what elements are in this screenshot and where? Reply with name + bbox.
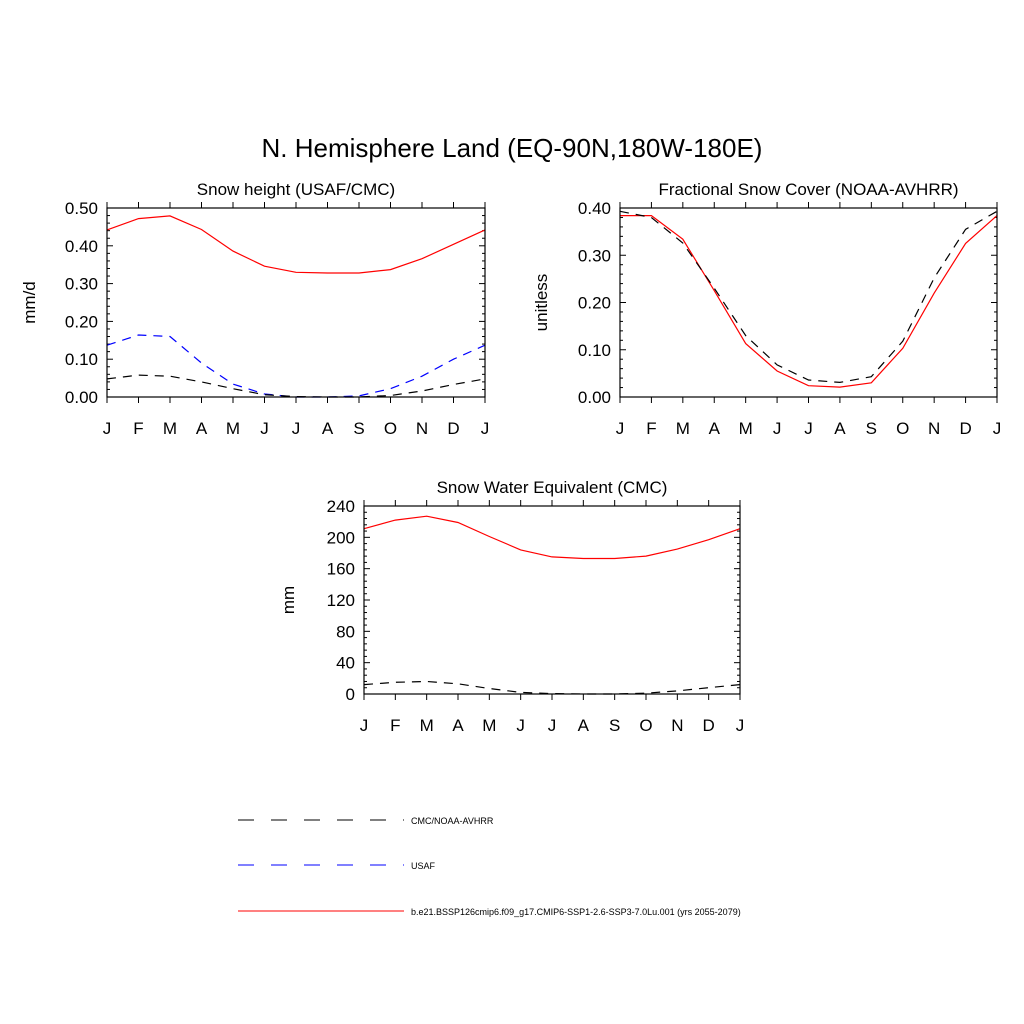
x-tick-label: J bbox=[548, 716, 557, 735]
y-tick-label: 80 bbox=[336, 622, 355, 641]
x-tick-label: J bbox=[993, 419, 1002, 438]
legend-label: b.e21.BSSP126cmip6.f09_g17.CMIP6-SSP1-2.… bbox=[411, 907, 741, 917]
chart-title: Fractional Snow Cover (NOAA-AVHRR) bbox=[658, 180, 958, 199]
x-tick-label: A bbox=[578, 716, 590, 735]
x-tick-label: F bbox=[133, 419, 143, 438]
chart-panel-3: Snow Water Equivalent (CMC) mm 0 40 80 120 160… bbox=[279, 478, 744, 735]
x-tick-label: A bbox=[196, 419, 208, 438]
x-tick-label: A bbox=[322, 419, 334, 438]
series-line-usaf bbox=[106, 334, 486, 398]
y-tick-label: 0.20 bbox=[578, 294, 611, 313]
series-line-model bbox=[620, 215, 998, 388]
y-tick-label: 0.20 bbox=[65, 312, 98, 331]
x-tick-label: J bbox=[616, 419, 625, 438]
y-tick-label: 160 bbox=[327, 560, 355, 579]
x-tick-label: M bbox=[676, 419, 690, 438]
x-tick-label: F bbox=[390, 716, 400, 735]
y-tick-label: 0.40 bbox=[65, 237, 98, 256]
x-tick-label: J bbox=[103, 419, 112, 438]
y-tick-label: 0.00 bbox=[65, 388, 98, 407]
y-tick-label: 0 bbox=[346, 685, 355, 704]
x-tick-label: D bbox=[703, 716, 715, 735]
x-tick-label: S bbox=[866, 419, 877, 438]
x-tick-label: S bbox=[353, 419, 364, 438]
x-tick-label: J bbox=[292, 419, 301, 438]
y-tick-label: 0.10 bbox=[578, 341, 611, 360]
y-tick-label: 0.40 bbox=[578, 199, 611, 218]
x-tick-label: J bbox=[736, 716, 745, 735]
x-tick-label: A bbox=[709, 419, 721, 438]
x-tick-label: M bbox=[163, 419, 177, 438]
x-tick-label: O bbox=[639, 716, 652, 735]
y-tick-label: 200 bbox=[327, 528, 355, 547]
x-tick-label: D bbox=[959, 419, 971, 438]
x-tick-label: J bbox=[481, 419, 490, 438]
series-line-model bbox=[106, 215, 486, 274]
legend: CMC/NOAA-AVHRR USAF b.e21.BSSP126cmip6.f09… bbox=[238, 816, 741, 917]
x-tick-label: F bbox=[646, 419, 656, 438]
x-tick-label: J bbox=[516, 716, 525, 735]
y-tick-label: 0.50 bbox=[65, 199, 98, 218]
series-line-obs bbox=[363, 680, 741, 695]
y-tick-label: 240 bbox=[327, 497, 355, 516]
series-line-obs bbox=[106, 374, 486, 398]
y-tick-label: 0.30 bbox=[65, 275, 98, 294]
figure-title: N. Hemisphere Land (EQ-90N,180W-180E) bbox=[262, 133, 763, 163]
x-tick-label: J bbox=[360, 716, 369, 735]
x-tick-label: A bbox=[452, 716, 464, 735]
y-axis-label: mm bbox=[279, 586, 298, 614]
x-tick-label: J bbox=[804, 419, 813, 438]
x-tick-label: M bbox=[226, 419, 240, 438]
y-tick-label: 0.30 bbox=[578, 246, 611, 265]
x-tick-label: O bbox=[896, 419, 909, 438]
chart-panel-1: Snow height (USAF/CMC) mm/d 0.00 0.10 0.20 0.… bbox=[20, 180, 489, 438]
legend-label: USAF bbox=[411, 861, 436, 871]
legend-label: CMC/NOAA-AVHRR bbox=[411, 816, 494, 826]
plot-frame bbox=[619, 207, 998, 398]
series-line-obs bbox=[619, 210, 998, 384]
x-tick-label: O bbox=[384, 419, 397, 438]
y-tick-label: 0.10 bbox=[65, 350, 98, 369]
x-tick-label: S bbox=[609, 716, 620, 735]
x-tick-label: A bbox=[834, 419, 846, 438]
x-tick-label: J bbox=[260, 419, 269, 438]
y-tick-label: 120 bbox=[327, 591, 355, 610]
x-tick-label: N bbox=[416, 419, 428, 438]
x-tick-label: J bbox=[773, 419, 782, 438]
x-tick-label: M bbox=[420, 716, 434, 735]
chart-panels: Snow height (USAF/CMC) mm/d 0.00 0.10 0.20 0.… bbox=[20, 180, 1001, 735]
y-tick-label: 0.00 bbox=[578, 388, 611, 407]
plot-frame bbox=[106, 207, 486, 398]
y-axis-label: mm/d bbox=[20, 281, 39, 324]
series-line-model bbox=[363, 515, 741, 560]
x-tick-label: N bbox=[671, 716, 683, 735]
x-tick-label: D bbox=[447, 419, 459, 438]
chart-title: Snow Water Equivalent (CMC) bbox=[437, 478, 668, 497]
y-axis-label: unitless bbox=[532, 274, 551, 332]
plot-frame bbox=[363, 505, 741, 695]
x-tick-label: M bbox=[739, 419, 753, 438]
chart-title: Snow height (USAF/CMC) bbox=[197, 180, 395, 199]
chart-panel-2: Fractional Snow Cover (NOAA-AVHRR) unitle… bbox=[532, 180, 1001, 438]
y-tick-label: 40 bbox=[336, 654, 355, 673]
x-tick-label: N bbox=[928, 419, 940, 438]
x-tick-label: M bbox=[482, 716, 496, 735]
